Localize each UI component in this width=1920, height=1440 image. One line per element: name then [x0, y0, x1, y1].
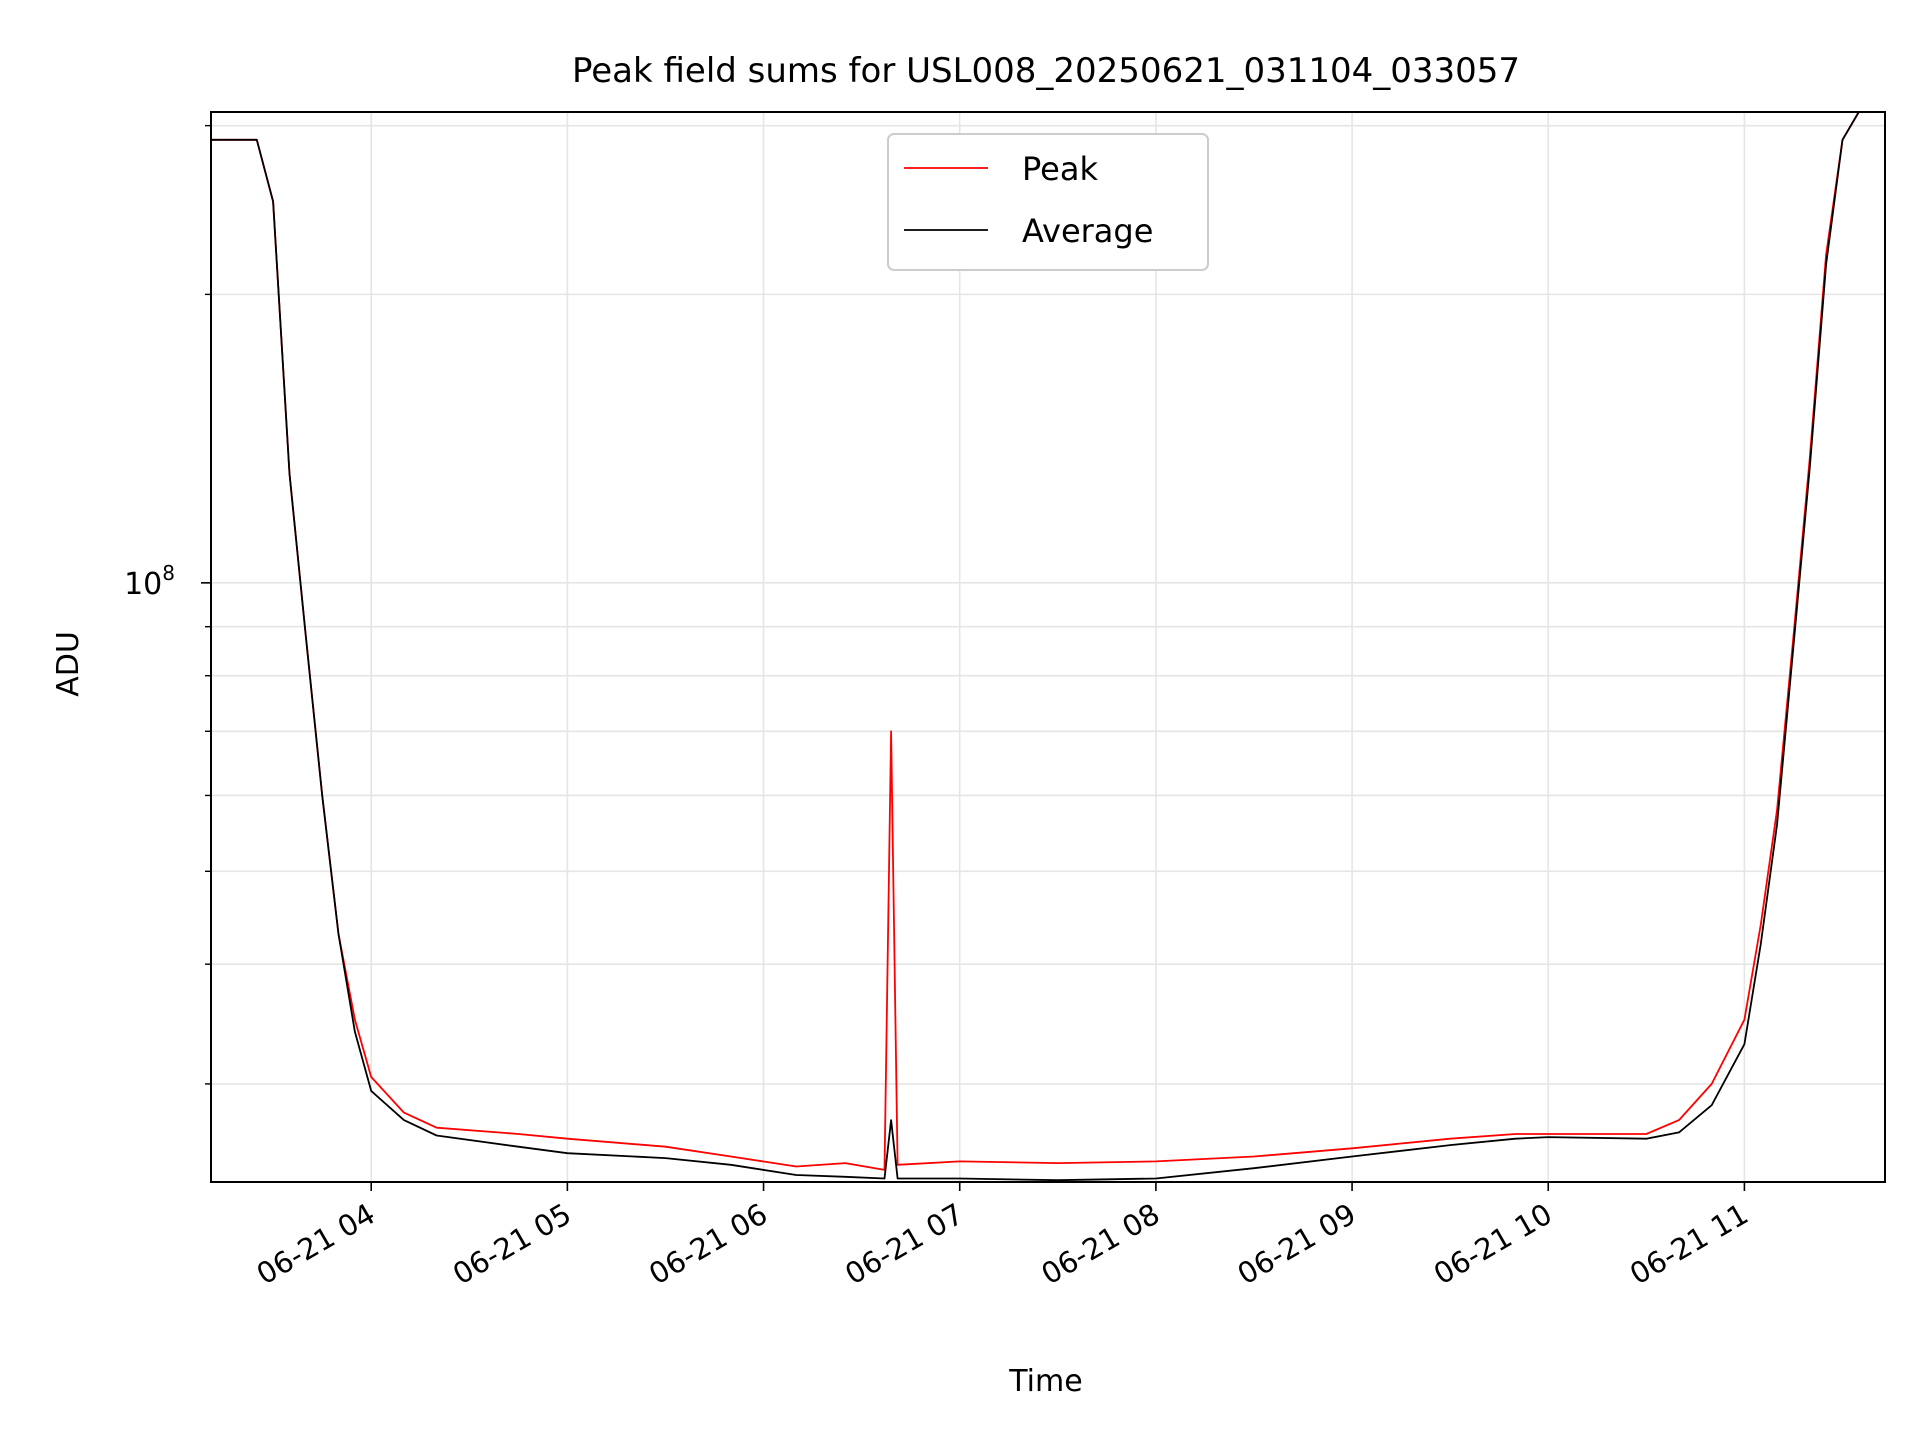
legend: Peak Average — [887, 133, 1209, 271]
series-line-average — [211, 111, 1885, 1182]
series-group — [211, 111, 1885, 1182]
plot-frame — [210, 111, 1886, 1183]
legend-label-peak: Peak — [1022, 150, 1098, 188]
x-axis-label: Time — [1008, 1364, 1082, 1399]
grid — [211, 112, 1885, 1182]
chart-title: Peak field sums for USL008_20250621_0311… — [572, 51, 1520, 91]
y-axis-label: ADU — [51, 631, 86, 697]
legend-label-average: Average — [1022, 212, 1153, 250]
